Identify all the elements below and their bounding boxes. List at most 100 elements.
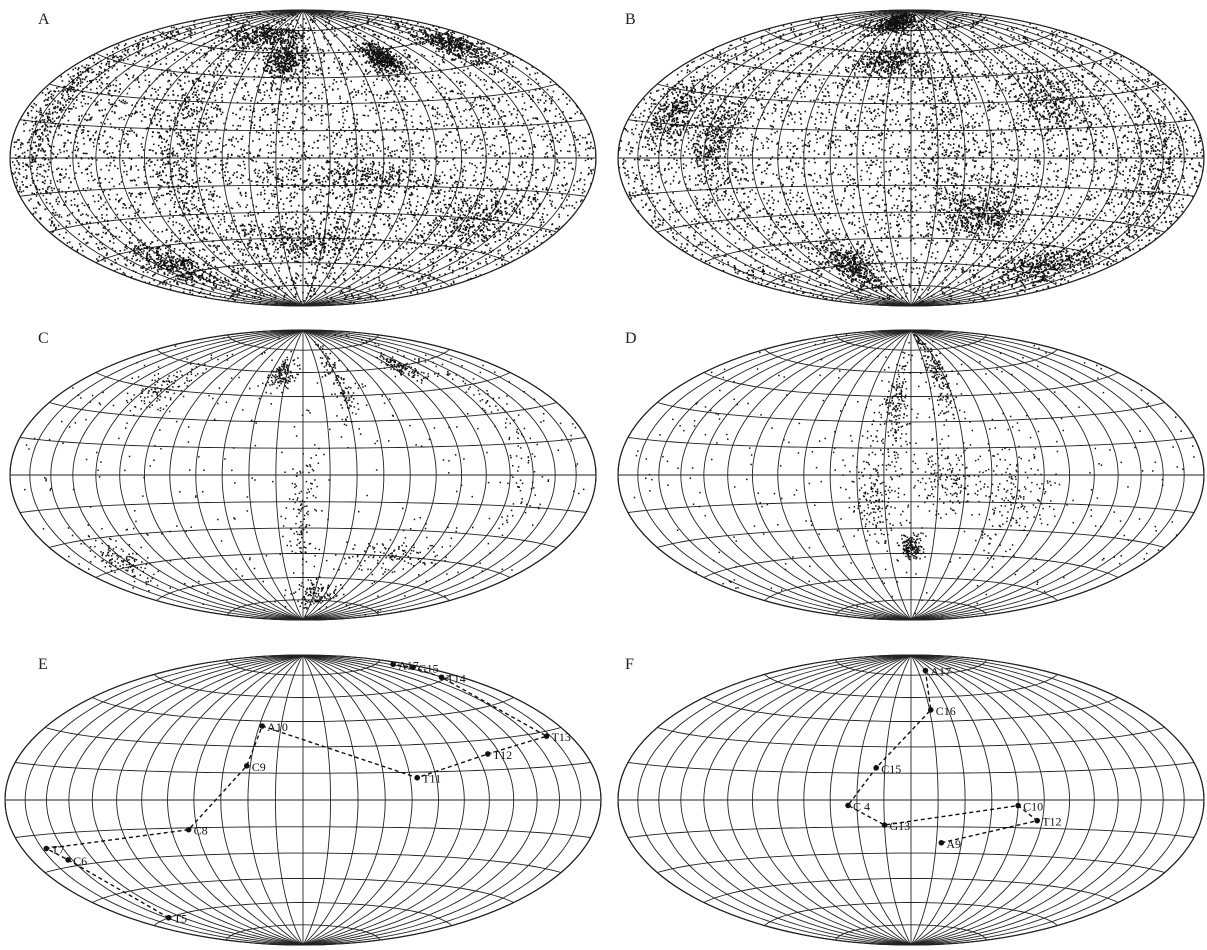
node-label: C16 — [936, 704, 956, 718]
parallel-line — [657, 727, 1165, 748]
node-label: C15 — [881, 762, 901, 776]
parallel-line — [627, 501, 1195, 513]
parallel-line — [703, 237, 1119, 264]
parallel-line — [19, 437, 587, 449]
panel-label: D — [625, 330, 637, 347]
parallel-line — [19, 501, 587, 513]
parallel-line — [44, 852, 562, 873]
node-label: T11 — [422, 772, 441, 786]
trajectory-node — [390, 661, 396, 668]
parallel-line — [95, 553, 511, 578]
parallel-line — [153, 674, 453, 698]
parallel-line — [226, 334, 380, 351]
node-label: T12 — [1042, 815, 1061, 829]
node-label: G13 — [890, 819, 911, 833]
projection-border — [617, 329, 1205, 621]
panel-label: C — [38, 330, 49, 347]
parallel-line — [95, 52, 511, 79]
parallel-line — [703, 697, 1119, 722]
node-label: A17 — [398, 658, 419, 672]
node-label: T12 — [493, 748, 512, 762]
panel-c: C — [9, 329, 597, 621]
trajectory-node — [543, 733, 550, 739]
node-label: A17 — [930, 665, 951, 679]
panel-d: D — [617, 329, 1205, 621]
node-label: C8 — [194, 824, 208, 838]
trajectory-node — [243, 763, 250, 769]
node-label: T7 — [51, 843, 64, 857]
panel-b: B — [617, 9, 1205, 307]
parallel-line — [49, 211, 557, 233]
parallel-line — [49, 402, 557, 423]
parallel-line — [92, 697, 514, 722]
node-label: T13 — [552, 730, 571, 744]
trajectory-node — [938, 839, 945, 846]
node-label: A10 — [267, 720, 288, 734]
parallel-line — [703, 878, 1119, 903]
parallel-line — [156, 577, 450, 601]
parallel-line — [764, 262, 1058, 287]
parallel-line — [764, 902, 1058, 926]
parallel-line — [834, 924, 988, 941]
trajectory-node — [881, 822, 888, 828]
projection-border — [9, 329, 597, 621]
parallel-line — [15, 762, 591, 774]
trajectory-node — [484, 751, 491, 757]
trajectory-path — [44, 663, 549, 919]
trajectory-node — [438, 674, 445, 681]
projection-border — [617, 9, 1205, 307]
trajectory-node — [259, 723, 265, 729]
trajectory-node — [65, 857, 71, 863]
node-label: T14 — [446, 671, 465, 685]
panel-label: E — [38, 656, 48, 673]
parallel-line — [834, 599, 988, 616]
node-label: A9 — [946, 837, 961, 851]
parallel-line — [657, 527, 1165, 548]
parallel-line — [703, 372, 1119, 397]
scatter-points — [24, 334, 594, 618]
parallel-line — [627, 119, 1195, 132]
trajectory-node — [873, 765, 880, 771]
parallel-line — [627, 762, 1195, 774]
trajectory-node — [165, 914, 172, 921]
trajectory-node — [1034, 817, 1041, 824]
parallel-line — [225, 659, 381, 676]
node-label: C10 — [1023, 800, 1043, 814]
trajectory-node — [185, 826, 192, 833]
trajectory-node — [414, 774, 420, 781]
parallel-line — [657, 402, 1165, 423]
node-label: C9 — [252, 760, 266, 774]
scatter-points — [11, 10, 596, 306]
parallel-line — [95, 372, 511, 397]
panel-label: A — [38, 11, 50, 28]
parallel-line — [657, 852, 1165, 873]
trajectory-node — [1015, 802, 1021, 809]
parallel-line — [153, 902, 453, 926]
scatter-points — [618, 10, 1204, 306]
parallel-line — [44, 727, 562, 748]
parallel-line — [225, 924, 381, 941]
trajectory-node — [922, 667, 929, 674]
trajectory-node — [845, 802, 851, 809]
panel-label: B — [625, 11, 636, 28]
panel-label: F — [625, 656, 634, 673]
trajectory-node — [410, 664, 416, 671]
trajectory-node — [43, 845, 50, 852]
parallel-line — [627, 437, 1195, 449]
projection-border — [9, 9, 597, 307]
projection-border — [617, 654, 1205, 946]
parallel-line — [764, 577, 1058, 601]
node-label: T5 — [174, 912, 187, 926]
parallel-line — [627, 826, 1195, 838]
parallel-line — [764, 674, 1058, 698]
trajectory-node — [927, 707, 934, 713]
node-label: G15 — [418, 661, 439, 675]
panel-a: A — [9, 9, 597, 307]
parallel-line — [156, 349, 450, 373]
projection-border — [4, 654, 602, 946]
parallel-line — [834, 284, 988, 302]
parallel-line — [92, 878, 514, 903]
